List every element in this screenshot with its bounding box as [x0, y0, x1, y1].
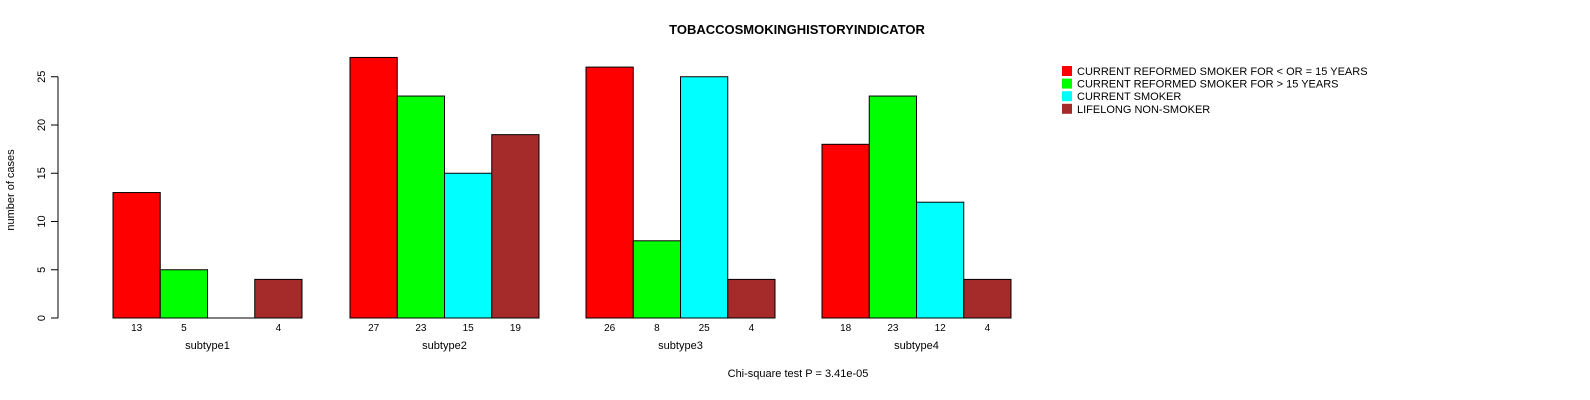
legend-swatch	[1062, 103, 1072, 114]
bar	[112, 192, 161, 319]
bar	[680, 76, 729, 319]
chi-square-footnote: Chi-square test P = 3.41e-05	[728, 368, 869, 380]
bar-count-label: 18	[840, 323, 852, 334]
y-axis-title: number of cases	[5, 149, 17, 231]
bar	[254, 278, 303, 319]
legend-label: CURRENT REFORMED SMOKER FOR < OR = 15 YE…	[1077, 66, 1368, 78]
bar-count-label: 27	[368, 323, 380, 334]
bar-count-label: 19	[510, 323, 522, 334]
bar-count-label: 5	[181, 323, 187, 334]
bar-count-label: 26	[604, 323, 616, 334]
y-tick-label: 20	[36, 119, 48, 131]
bar-group: 18 23 12 4 subtype4	[821, 95, 1012, 352]
bar	[491, 134, 540, 319]
y-tick-label: 0	[36, 315, 48, 321]
y-tick-label: 5	[36, 267, 48, 273]
bar	[159, 269, 208, 319]
bar-count-label: 23	[415, 323, 427, 334]
bar	[632, 240, 681, 319]
bar	[349, 56, 398, 319]
x-category-label: subtype4	[894, 340, 939, 352]
legend-label: CURRENT REFORMED SMOKER FOR > 15 YEARS	[1077, 79, 1339, 91]
bar	[585, 66, 634, 319]
legend-swatch	[1062, 91, 1072, 102]
legend-label: LIFELONG NON-SMOKER	[1077, 104, 1210, 116]
bar	[868, 95, 917, 319]
x-category-label: subtype3	[658, 340, 703, 352]
bar-count-label: 15	[463, 323, 475, 334]
y-tick-label: 10	[36, 215, 48, 227]
y-axis: 0 5 10 15 20 25	[36, 71, 59, 321]
chart-title: TOBACCOSMOKINGHISTORYINDICATOR	[669, 22, 925, 37]
bar-count-label: 4	[276, 323, 282, 334]
y-tick-label: 25	[36, 71, 48, 83]
bar	[727, 278, 776, 319]
bar	[396, 95, 445, 319]
x-category-label: subtype2	[422, 340, 467, 352]
bar-group: 26 8 25 4 subtype3	[585, 66, 776, 352]
bar-group: 13 5 4 subtype1	[112, 192, 303, 352]
legend-swatch	[1062, 78, 1072, 89]
bar	[444, 172, 493, 319]
bar-count-label: 23	[887, 323, 899, 334]
legend-label: CURRENT SMOKER	[1077, 91, 1181, 103]
bar-count-label: 13	[131, 323, 143, 334]
bar-count-label: 8	[654, 323, 660, 334]
bar-count-label: 4	[985, 323, 991, 334]
x-category-label: subtype1	[185, 340, 230, 352]
bar	[916, 201, 965, 319]
bar-group: 27 23 15 19 subtype2	[349, 56, 540, 352]
bar-count-label: 4	[749, 323, 755, 334]
y-tick-label: 15	[36, 167, 48, 179]
legend: CURRENT REFORMED SMOKER FOR < OR = 15 YE…	[1062, 66, 1368, 116]
bar-groups: 13 5 4 subtype1 27 23 15 19 subtype2 26 8 25 4 subtyp…	[112, 56, 1012, 352]
legend-swatch	[1062, 66, 1072, 76]
bar-count-label: 25	[699, 323, 711, 334]
bar	[963, 278, 1012, 319]
bar-count-label: 12	[935, 323, 947, 334]
bar	[821, 143, 870, 319]
